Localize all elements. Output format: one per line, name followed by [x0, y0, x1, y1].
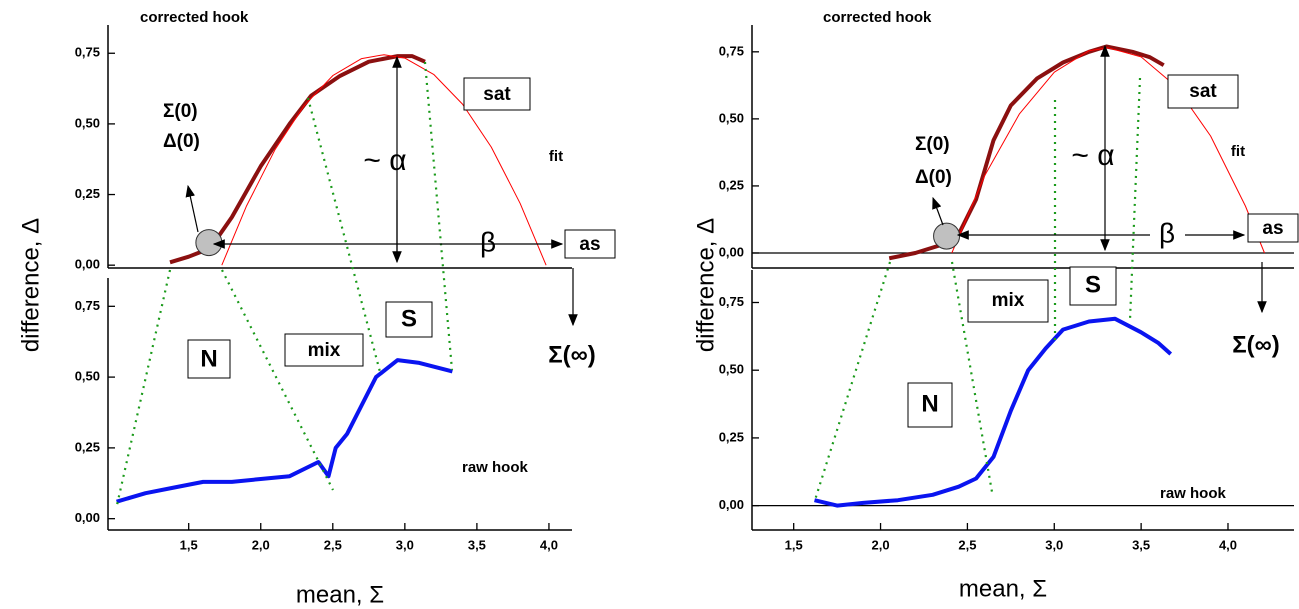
annotation: fit [1231, 143, 1245, 160]
arrow [932, 196, 944, 226]
x-tick-label: 3,0 [396, 537, 414, 552]
x-tick-label: 2,5 [958, 537, 976, 552]
guide [115, 269, 172, 506]
annotation: N [200, 345, 217, 372]
label-box [564, 229, 616, 259]
label-box [907, 382, 953, 428]
y-axis-label: difference, Δ [17, 218, 44, 352]
y-tick-label: 0,50 [719, 110, 744, 125]
y-tick-label: 0,75 [719, 43, 744, 58]
x-tick-label: 4,0 [540, 537, 558, 552]
subplot-title: corrected hook [823, 9, 932, 26]
x-tick-label: 3,5 [468, 537, 486, 552]
annotation: Σ(∞) [1232, 331, 1280, 358]
subplot-title: raw hook [462, 459, 529, 476]
guide [813, 261, 892, 501]
x-tick-label: 3,5 [1132, 537, 1150, 552]
guide [306, 97, 382, 373]
guide [221, 269, 334, 491]
y-tick-label: 0,00 [75, 257, 100, 272]
annotation-layer [115, 44, 1299, 506]
data-line [221, 54, 547, 266]
x-tick-label: 1,5 [180, 537, 198, 552]
y-tick-label: 0,50 [75, 115, 100, 130]
annotation: ~ α [1071, 139, 1114, 172]
annotation: Σ(0) [915, 134, 950, 155]
y-tick-label: 0,25 [719, 177, 744, 192]
y-tick-label: 0,00 [75, 510, 100, 525]
label-box [385, 301, 433, 338]
label-box [463, 77, 531, 111]
annotation: Σ(0) [163, 101, 198, 122]
label-box [187, 339, 231, 379]
annotation: S [1085, 271, 1101, 298]
data-line [814, 316, 1173, 508]
y-tick-label: 0,50 [75, 369, 100, 384]
annotation: mix [992, 290, 1025, 311]
annotation: ~ α [363, 144, 406, 177]
x-axis-label: mean, Σ [296, 581, 384, 608]
start-point [933, 222, 961, 250]
label-box [967, 279, 1049, 323]
y-tick-label: 0,25 [719, 429, 744, 444]
annotation: sat [483, 84, 511, 105]
y-tick-label: 0,75 [75, 45, 100, 60]
subplot-title: corrected hook [140, 9, 249, 26]
arrow [185, 184, 199, 233]
y-tick-label: 0,25 [75, 439, 100, 454]
subplot-title: raw hook [1160, 485, 1227, 502]
y-tick-label: 0,75 [75, 298, 100, 313]
annotation: mix [308, 340, 341, 361]
annotation: as [579, 234, 600, 255]
label-box [1069, 266, 1117, 306]
annotation: N [921, 390, 938, 417]
y-tick-label: 0,00 [719, 497, 744, 512]
start-point [195, 229, 223, 257]
y-tick-label: 0,00 [719, 244, 744, 259]
y-tick-label: 0,25 [75, 186, 100, 201]
x-tick-label: 1,5 [785, 537, 803, 552]
annotation: Δ(0) [163, 131, 200, 152]
guide [423, 61, 454, 371]
y-tick-label: 0,75 [719, 294, 744, 309]
x-axis-label: mean, Σ [959, 575, 1047, 602]
annotation: Σ(∞) [548, 341, 596, 368]
label-box [284, 333, 364, 367]
annotation: fit [549, 148, 563, 165]
x-tick-label: 2,0 [872, 537, 890, 552]
x-tick-label: 3,0 [1045, 537, 1063, 552]
label-box [1247, 213, 1299, 243]
annotation: β [480, 226, 496, 257]
x-tick-label: 2,0 [252, 537, 270, 552]
annotation: S [401, 305, 417, 332]
label-box [1167, 74, 1239, 109]
data-line [116, 358, 453, 504]
y-tick-label: 0,50 [719, 362, 744, 377]
annotation: Δ(0) [915, 167, 952, 188]
x-tick-label: 4,0 [1219, 537, 1237, 552]
annotation: as [1262, 218, 1283, 239]
annotation: sat [1189, 81, 1217, 102]
annotation: β [1159, 217, 1175, 248]
x-tick-label: 2,5 [324, 537, 342, 552]
guide [1128, 77, 1142, 321]
y-axis-label: difference, Δ [692, 218, 719, 352]
